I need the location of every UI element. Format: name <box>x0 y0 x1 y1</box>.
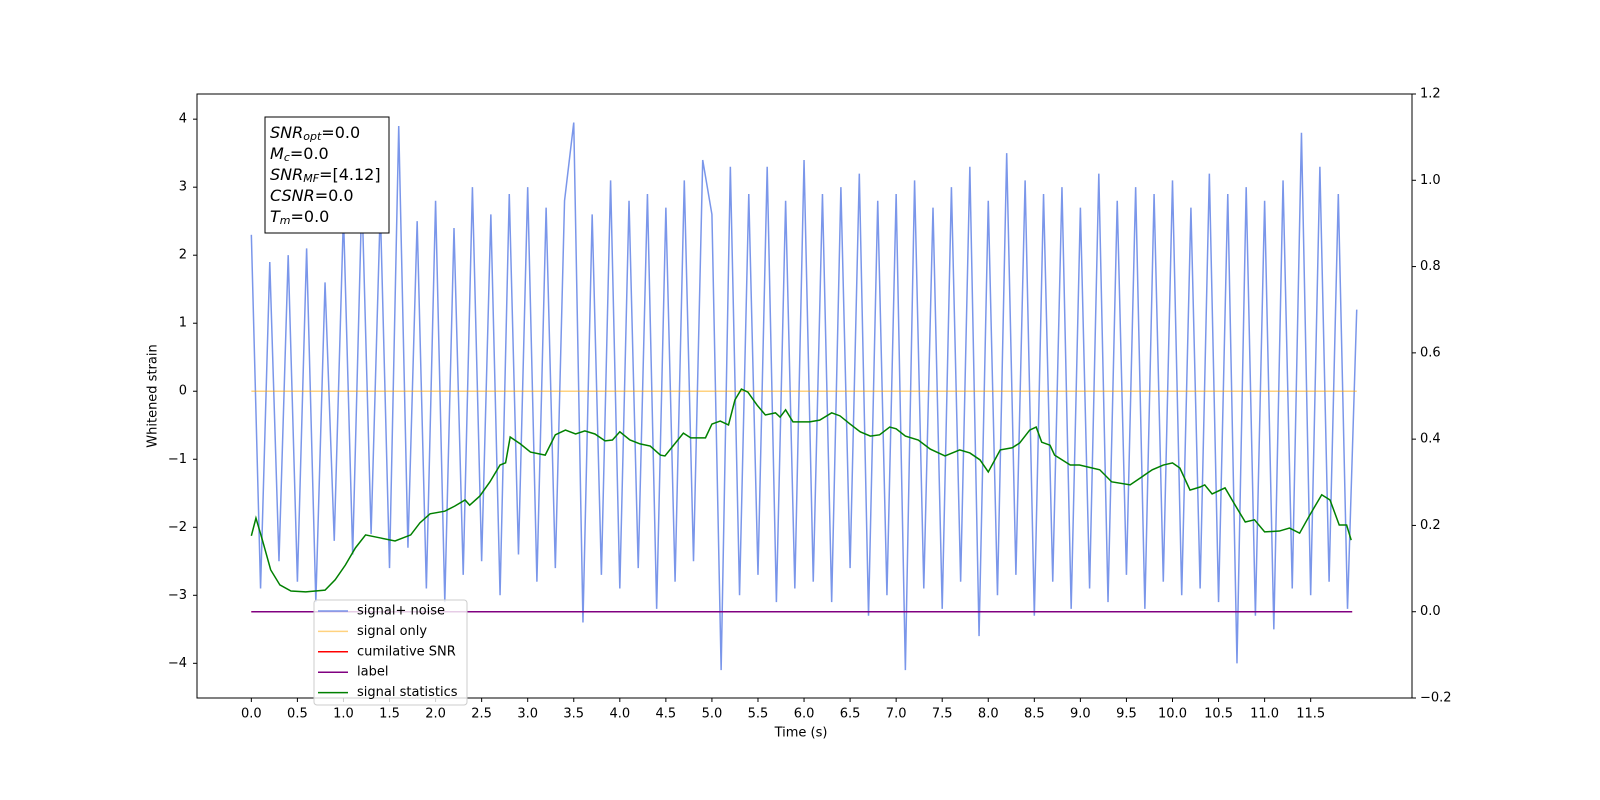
y-tick-label: 3 <box>179 180 187 195</box>
y-tick-label: −4 <box>168 656 187 671</box>
x-tick-label: 9.5 <box>1116 707 1137 722</box>
y2-tick-label: 1.0 <box>1420 173 1441 188</box>
annotation-symbol: SNR <box>270 123 303 142</box>
annotation-line: SNRMF=[4.12] <box>270 165 381 186</box>
annotation-symbol: T <box>270 207 281 226</box>
annotation-subscript: c <box>284 151 290 164</box>
x-tick-label: 8.0 <box>978 707 999 722</box>
annotation-box <box>264 116 390 234</box>
annotation-line: Mc=0.0 <box>270 144 329 165</box>
y2-tick-label: 0.0 <box>1420 604 1441 619</box>
annotation-subscript: opt <box>303 130 322 143</box>
annotation-value: =[4.12] <box>319 165 381 184</box>
annotation-line: Tm=0.0 <box>270 207 329 228</box>
annotation-symbol: SNR <box>270 165 303 184</box>
legend-label: signal+ noise <box>357 604 445 619</box>
annotation: SNRopt=0.0Mc=0.0SNRMF=[4.12]CSNR=0.0Tm=0… <box>264 116 390 234</box>
annotation-subscript: MF <box>303 172 319 185</box>
data-line <box>250 388 1352 593</box>
legend-label: cumilative SNR <box>357 644 456 659</box>
legend: signal+ noise signal only cumilative SNR la… <box>313 599 468 706</box>
x-tick-label: 10.0 <box>1158 707 1187 722</box>
x-tick-label: 1.5 <box>379 707 400 722</box>
legend-label: label <box>357 665 388 680</box>
x-tick-label: 2.5 <box>471 707 492 722</box>
y2-tick-label: 0.8 <box>1420 259 1441 274</box>
y-axis-label: Whitened strain <box>146 344 161 447</box>
x-tick-label: 3.5 <box>563 707 584 722</box>
x-axis-label: Time (s) <box>774 726 828 741</box>
y-tick-label: −3 <box>168 588 187 603</box>
x-tick-label: 10.5 <box>1204 707 1233 722</box>
x-tick-label: 2.0 <box>425 707 446 722</box>
y-tick-label: −2 <box>168 520 187 535</box>
x-tick-label: 5.0 <box>702 707 723 722</box>
x-tick-label: 11.5 <box>1296 707 1325 722</box>
y-tick-label: −1 <box>168 452 187 467</box>
annotation-value: =0.0 <box>315 186 354 205</box>
y-tick-label: 0 <box>179 384 187 399</box>
legend-label: signal only <box>357 624 427 639</box>
x-tick-label: 7.0 <box>886 707 907 722</box>
x-tick-label: 7.5 <box>932 707 953 722</box>
x-tick-label: 5.5 <box>748 707 769 722</box>
y-tick-label: 4 <box>179 112 187 127</box>
x-tick-label: 8.5 <box>1024 707 1045 722</box>
x-tick-label: 11.0 <box>1250 707 1279 722</box>
annotation-subscript: m <box>280 214 291 227</box>
x-tick-label: 4.0 <box>609 707 630 722</box>
y-tick-label: 2 <box>179 248 187 263</box>
y-tick-label: 1 <box>179 316 187 331</box>
x-tick-label: 1.0 <box>333 707 354 722</box>
y2-tick-label: 1.2 <box>1420 87 1441 102</box>
legend-label: signal statistics <box>357 685 458 700</box>
y2-tick-label: 0.2 <box>1420 518 1441 533</box>
x-tick-label: 9.0 <box>1070 707 1091 722</box>
x-tick-label: 3.0 <box>517 707 538 722</box>
data-line <box>250 122 1358 671</box>
annotation-symbol: CSNR <box>270 186 315 205</box>
x-tick-label: 0.0 <box>241 707 262 722</box>
annotation-value: =0.0 <box>290 144 329 163</box>
y2-tick-label: 0.6 <box>1420 345 1441 360</box>
legend-box <box>313 599 468 706</box>
annotation-value: =0.0 <box>291 207 330 226</box>
x-tick-label: 6.5 <box>840 707 861 722</box>
annotation-line: CSNR=0.0 <box>270 186 354 205</box>
x-tick-label: 6.0 <box>794 707 815 722</box>
y2-tick-label: −0.2 <box>1420 691 1452 706</box>
y2-tick-label: 0.4 <box>1420 432 1441 447</box>
annotation-symbol: M <box>270 144 284 163</box>
annotation-line: SNRopt=0.0 <box>270 123 360 144</box>
x-tick-label: 4.5 <box>656 707 677 722</box>
annotation-value: =0.0 <box>321 123 360 142</box>
x-tick-label: 0.5 <box>287 707 308 722</box>
